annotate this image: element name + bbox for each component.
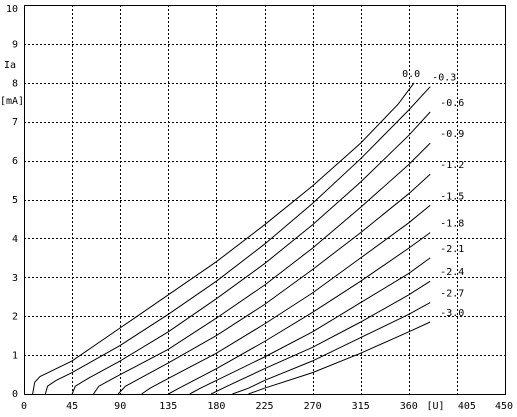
x-tick-label: 0 (21, 401, 27, 412)
y-axis-label-line2: [mA] (0, 96, 24, 107)
y-tick-label: 9 (12, 39, 18, 50)
curve-label: -3.0 (440, 308, 464, 319)
curve-label: -1.8 (440, 219, 464, 230)
curve-grid-voltage (189, 257, 431, 395)
x-tick-label: 135 (159, 401, 177, 412)
y-tick-label: 2 (12, 312, 18, 323)
curve-grid-voltage (117, 173, 431, 395)
y-tick-label: 5 (12, 195, 18, 206)
curve-grid-voltage (44, 86, 431, 395)
x-tick-label: 180 (207, 401, 225, 412)
curve-label: -2.4 (440, 267, 464, 278)
x-tick-labels: 0 45 90 135 180 225 270 315 360 405 450 (21, 401, 513, 412)
curve-grid-voltage (141, 204, 431, 395)
y-tick-label: 0 (12, 389, 18, 400)
x-tick-label: 225 (255, 401, 273, 412)
curve-group (32, 82, 431, 395)
curve-label: -1.5 (440, 191, 464, 202)
y-tick-label: 1 (12, 351, 18, 362)
curve-grid-voltage (71, 111, 431, 395)
x-tick-label: 450 (495, 401, 513, 412)
curve-label: 0.0 (402, 69, 420, 80)
y-tick-label: 7 (12, 117, 18, 128)
y-tick-label: 8 (12, 78, 18, 89)
curve-label: -2.1 (440, 244, 464, 255)
curve-grid-voltage (232, 302, 431, 395)
curve-grid-voltage (210, 280, 431, 395)
x-tick-label: 360 (400, 401, 418, 412)
plot-frame (24, 5, 506, 395)
curve-grid-voltage (248, 321, 431, 395)
x-tick-label: 45 (66, 401, 78, 412)
grid-lines (24, 5, 505, 394)
curve-label: -2.7 (440, 289, 464, 300)
x-tick-label: 90 (114, 401, 126, 412)
x-tick-label: 270 (304, 401, 322, 412)
x-tick-label: 315 (352, 401, 370, 412)
curve-label: -0.9 (440, 129, 464, 140)
y-tick-label: 10 (6, 4, 18, 15)
y-tick-labels: 0 1 2 3 4 5 6 7 8 9 10 (6, 4, 18, 400)
curve-grid-voltage (168, 232, 431, 395)
curve-grid-voltage (32, 82, 415, 395)
curve-label: -1.2 (440, 160, 464, 171)
y-axis-label-line1: Ia (4, 60, 16, 71)
curve-label: -0.3 (432, 73, 456, 84)
curve-label: -0.6 (440, 98, 464, 109)
y-tick-label: 4 (12, 234, 18, 245)
curve-grid-voltage (93, 142, 431, 395)
series-label-group: 0.0 -0.3 -0.6 -0.9 -1.2 -1.5 -1.8 -2.1 -2.4 -2.7 -… (402, 69, 464, 319)
y-tick-label: 6 (12, 156, 18, 167)
y-tick-label: 3 (12, 273, 18, 284)
x-tick-label: 405 (458, 401, 476, 412)
x-axis-label: [U] (426, 401, 444, 412)
